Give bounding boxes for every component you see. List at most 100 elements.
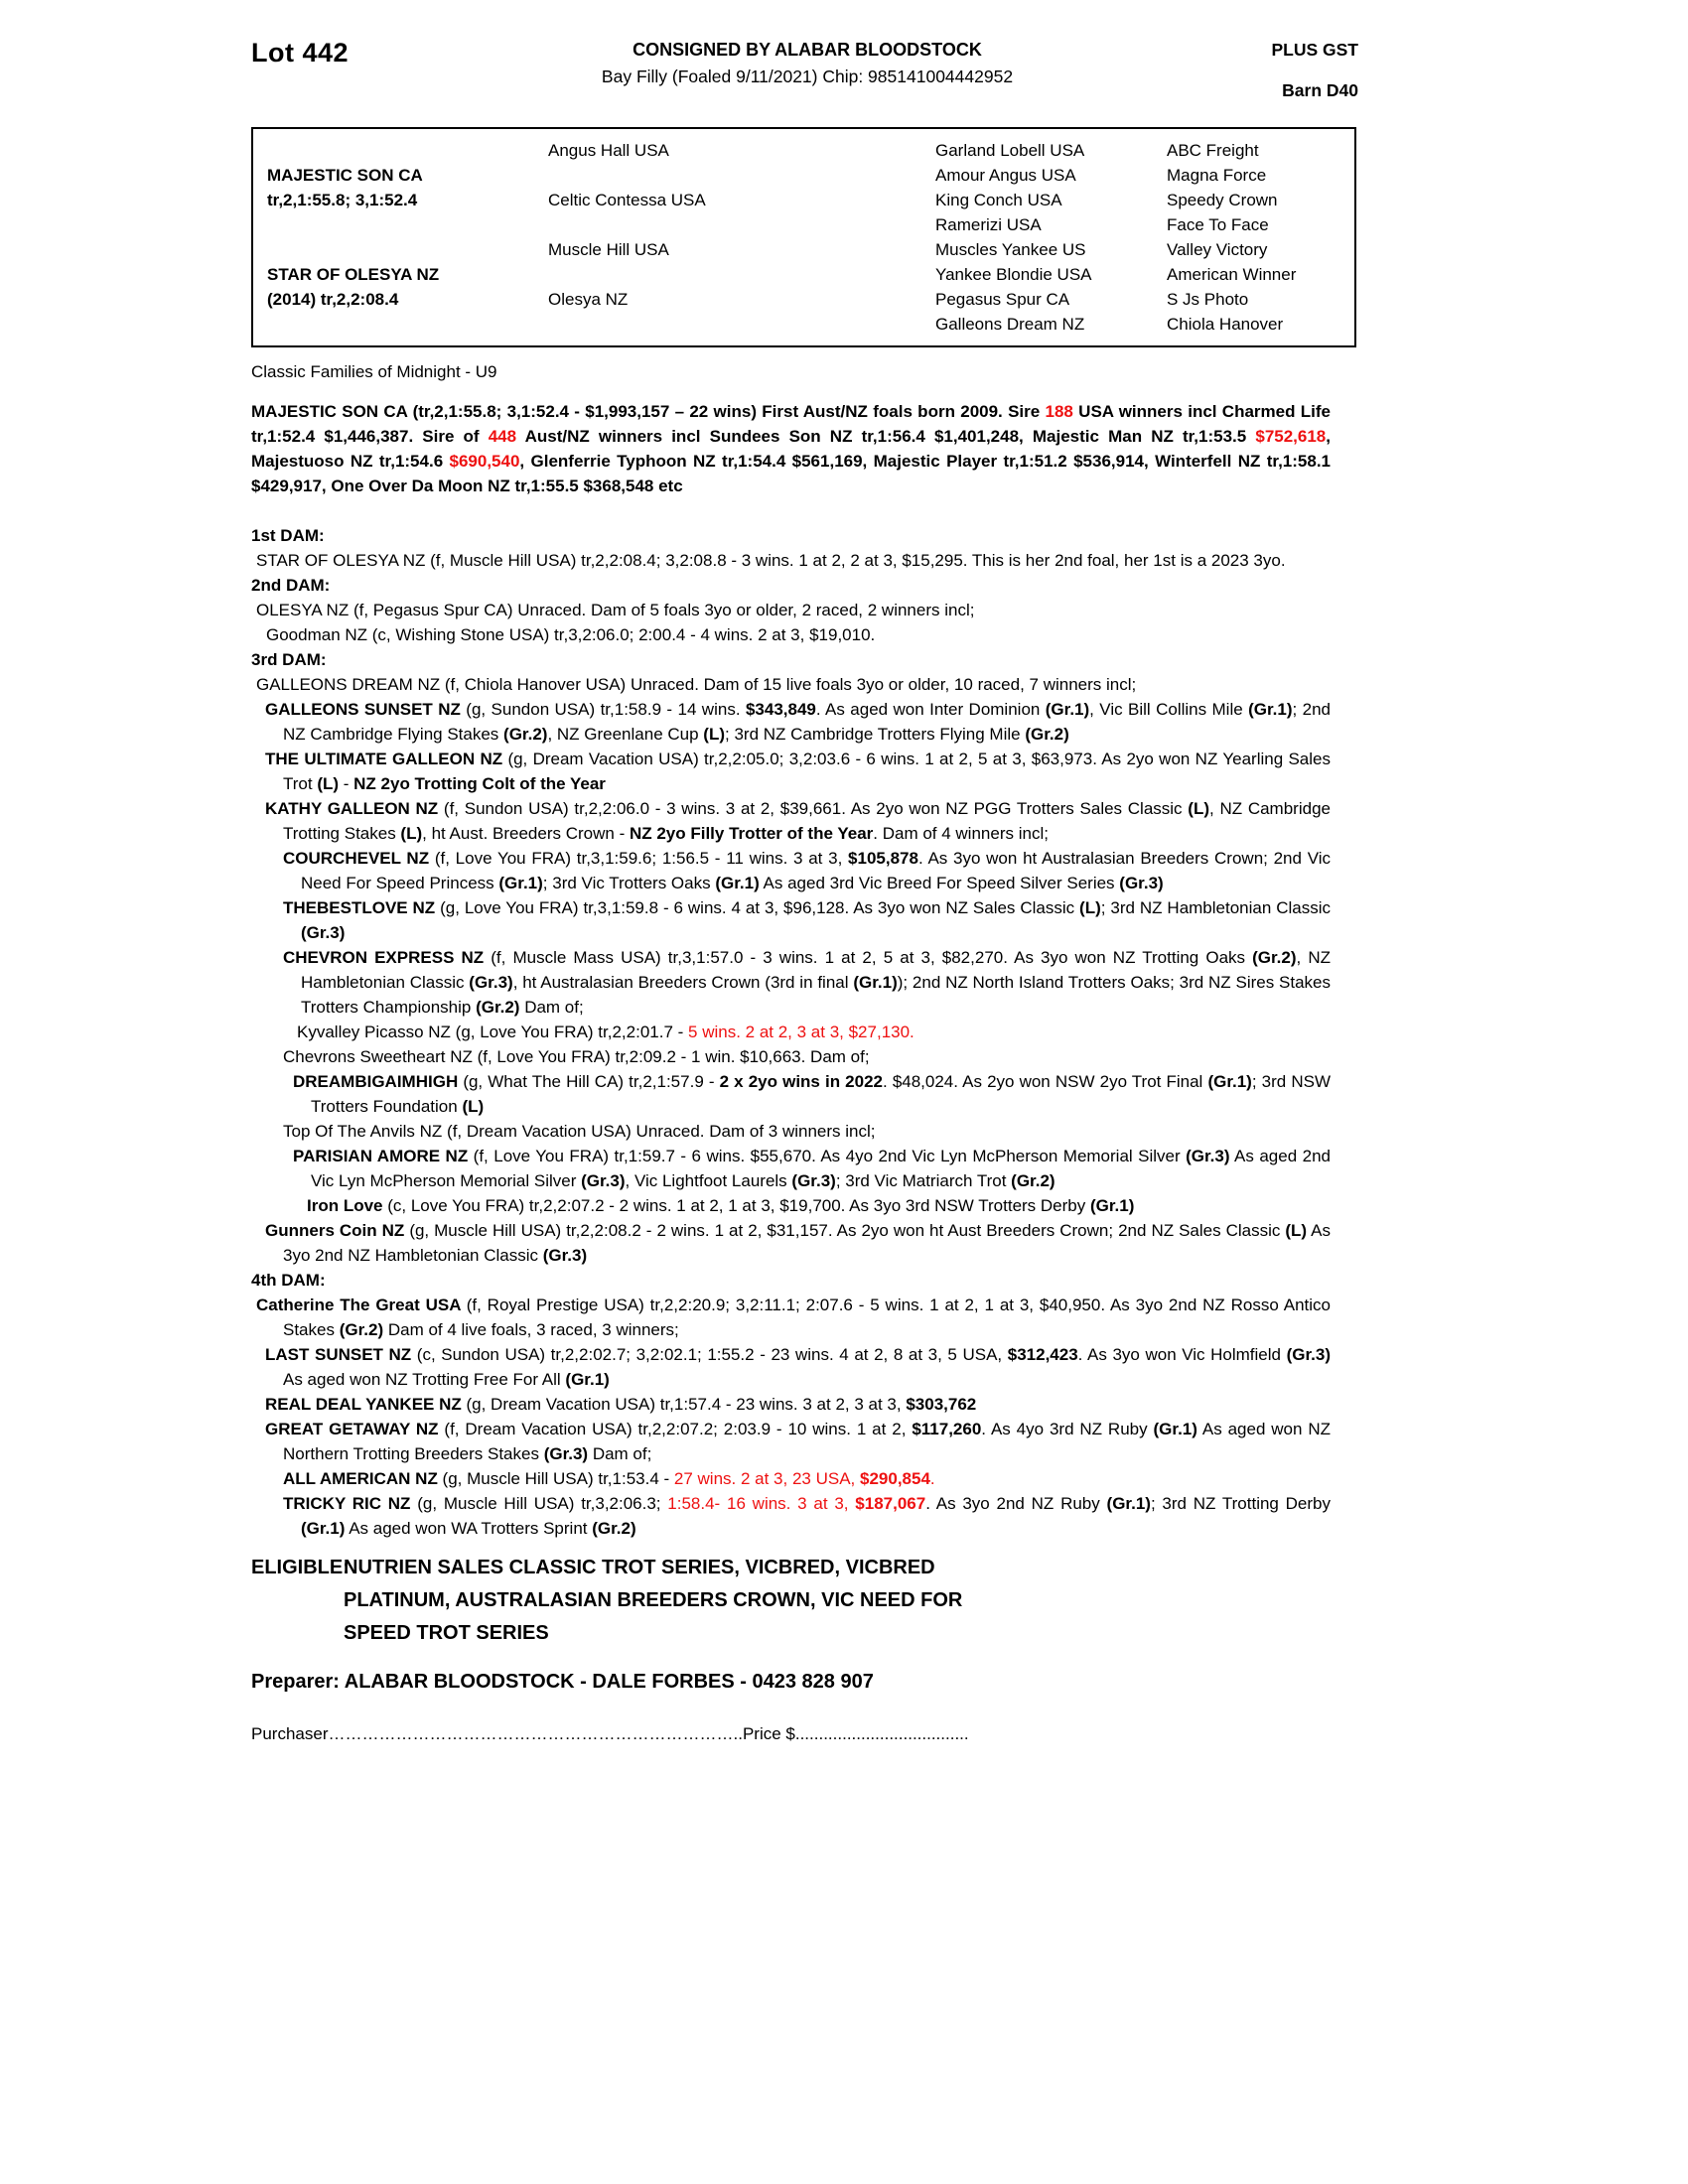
- page-header: Lot 442 CONSIGNED BY ALABAR BLOODSTOCK B…: [251, 38, 1358, 101]
- text-run: (g, Love You FRA) tr,3,1:59.8 - 6 wins. …: [440, 898, 1080, 917]
- bold-text: CHEVRON EXPRESS NZ: [283, 948, 492, 967]
- bold-text: (Gr.3): [791, 1171, 836, 1190]
- text-run: As aged won WA Trotters Sprint: [345, 1519, 593, 1538]
- bold-text: 2nd DAM:: [251, 576, 331, 595]
- text-run: (g, Sundon USA) tr,1:58.9 - 14 wins.: [466, 700, 746, 719]
- text-run: , Vic Lightfoot Laurels: [625, 1171, 792, 1190]
- bold-text: ALL AMERICAN NZ: [283, 1469, 443, 1488]
- bold-text: KATHY GALLEON NZ: [265, 799, 444, 818]
- bold-text: (L): [400, 824, 423, 843]
- purchaser-dotted-leader: ………………………………………………………………..: [328, 1724, 743, 1743]
- text-run: (g, Dream Vacation USA) tr,1:57.4 - 23 w…: [466, 1395, 907, 1414]
- text-run: , ht Aust. Breeders Crown -: [422, 824, 630, 843]
- sire-record: tr,2,1:55.8; 3,1:52.4: [267, 191, 418, 209]
- entry-gunners-coin: Gunners Coin NZ (g, Muscle Hill USA) tr,…: [251, 1218, 1331, 1268]
- bold-text: $312,423: [1007, 1345, 1078, 1364]
- bold-text: (Gr.2): [503, 725, 548, 744]
- text-run: Kyvalley Picasso NZ (g, Love You FRA) tr…: [297, 1023, 689, 1041]
- bold-text: (Gr.2): [592, 1519, 636, 1538]
- bold-text: TRICKY RIC NZ: [283, 1494, 418, 1513]
- purchaser-label: Purchaser: [251, 1724, 329, 1743]
- pedigree-cell: [548, 163, 935, 188]
- text-run: . As 3yo won ht Australasian Breeders Cr…: [301, 849, 1331, 892]
- pedigree-text-paragraphs: 1st DAM: STAR OF OLESYA NZ (f, Muscle Hil…: [251, 523, 1331, 1541]
- entry-all-american: ALL AMERICAN NZ (g, Muscle Hill USA) tr,…: [251, 1466, 1331, 1491]
- text-run: (g, Muscle Hill USA) tr,2,2:08.2 - 2 win…: [409, 1221, 1286, 1240]
- bold-text: (Gr.1): [715, 874, 760, 892]
- red-highlight-text: 27 wins. 2 at 3, 23 USA,: [673, 1469, 860, 1488]
- text-run: ; 3rd Vic Trotters Oaks: [542, 874, 716, 892]
- bold-text: (Gr.2): [1252, 948, 1297, 967]
- eligibility-block: ELIGIBLE: NUTRIEN SALES CLASSIC TROT SER…: [251, 1552, 1331, 1650]
- text-run: (f, Sundon USA) tr,2,2:06.0 - 3 wins. 3 …: [443, 799, 1189, 818]
- text-run: ; 3rd NSW Trotters Foundation: [311, 1072, 1331, 1116]
- bold-text: (Gr.2): [339, 1320, 384, 1339]
- eligible-line: PLATINUM, AUSTRALASIAN BREEDERS CROWN, V…: [344, 1589, 963, 1611]
- entry-top-of-the-anvils: Top Of The Anvils NZ (f, Dream Vacation …: [251, 1119, 1331, 1144]
- bold-text: (Gr.1): [301, 1519, 346, 1538]
- foal-description: Bay Filly (Foaled 9/11/2021) Chip: 98514…: [601, 67, 1014, 86]
- grandsire-name: Angus Hall USA: [548, 141, 669, 160]
- bold-text: DREAMBIGAIMHIGH: [293, 1072, 464, 1091]
- text-run: -: [339, 774, 354, 793]
- bold-text: (Gr.3): [542, 1246, 588, 1265]
- bold-text: NZ 2yo Filly Trotter of the Year: [629, 824, 874, 843]
- text-run: . As 3yo won Vic Holmfield: [1077, 1345, 1287, 1364]
- bold-text: (Gr.3): [1119, 874, 1164, 892]
- entry-kyvalley-picasso: Kyvalley Picasso NZ (g, Love You FRA) tr…: [251, 1020, 1331, 1044]
- bold-text: (L): [703, 725, 726, 744]
- header-right: PLUS GST Barn D40: [1185, 38, 1358, 101]
- text-run: ; 3rd NZ Trotting Derby: [1150, 1494, 1331, 1513]
- entry-dreambigaimhigh: DREAMBIGAIMHIGH (g, What The Hill CA) tr…: [251, 1069, 1331, 1119]
- bold-text: PARISIAN AMORE NZ: [293, 1147, 474, 1165]
- pedigree-cell: [267, 138, 548, 163]
- bold-text: $117,260: [912, 1420, 982, 1438]
- bold-text: MAJESTIC SON CA (tr,2,1:55.8; 3,1:52.4 -…: [251, 402, 1046, 421]
- text-run: As aged won NZ Trotting Free For All: [283, 1370, 566, 1389]
- entry-tricky-ric: TRICKY RIC NZ (g, Muscle Hill USA) tr,3,…: [251, 1491, 1331, 1541]
- text-run: As aged won NZ Northern Trotting Breeder…: [283, 1420, 1332, 1463]
- bold-text: (Gr.3): [1286, 1345, 1331, 1364]
- text-run: Dam of;: [588, 1444, 652, 1463]
- red-highlight-text: 448: [488, 427, 517, 446]
- bold-text: 4th DAM:: [251, 1271, 326, 1290]
- dam-record: (2014) tr,2,2:08.4: [267, 290, 399, 309]
- text-run: . Dam of 4 winners incl;: [873, 824, 1049, 843]
- header-center: CONSIGNED BY ALABAR BLOODSTOCK Bay Filly…: [430, 38, 1185, 87]
- price-label: Price $: [742, 1724, 795, 1743]
- bold-text: THEBESTLOVE NZ: [283, 898, 441, 917]
- eligible-line: SPEED TROT SERIES: [344, 1622, 549, 1644]
- dam2-heading: 2nd DAM:: [251, 573, 1331, 598]
- family-note: Classic Families of Midnight - U9: [251, 362, 497, 381]
- red-highlight-text: .: [929, 1469, 935, 1488]
- bold-text: (Gr.1): [1207, 1072, 1252, 1091]
- pedigree-cell: [267, 212, 548, 237]
- bold-text: (L): [317, 774, 340, 793]
- pedigree-cell: [548, 262, 935, 287]
- bold-text: 3rd DAM:: [251, 650, 327, 669]
- text-run: ; 2nd NZ Cambridge Flying Stakes: [283, 700, 1332, 744]
- text-run: (g, Muscle Hill USA) tr,3,2:06.3;: [417, 1494, 668, 1513]
- red-highlight-text: 5 wins. 2 at 2, 3 at 3, $27,130.: [688, 1023, 914, 1041]
- text-run: (g, What The Hill CA) tr,2,1:57.9 -: [463, 1072, 720, 1091]
- dam2-olesya: OLESYA NZ (f, Pegasus Spur CA) Unraced. …: [251, 598, 1331, 622]
- bold-text: Gunners Coin NZ: [265, 1221, 410, 1240]
- dam2-goodman: Goodman NZ (c, Wishing Stone USA) tr,3,2…: [251, 622, 1331, 647]
- bold-text: 2 x 2yo wins in 2022: [719, 1072, 883, 1091]
- text-run: , NZ Cambridge Trotting Stakes: [283, 799, 1331, 843]
- text-run: ; 3rd NZ Cambridge Trotters Flying Mile: [725, 725, 1026, 744]
- text-run: (g, Muscle Hill USA) tr,1:53.4 -: [442, 1469, 674, 1488]
- bold-text: LAST SUNSET NZ: [265, 1345, 417, 1364]
- pedigree-cell: [267, 312, 548, 337]
- eligible-series-list: NUTRIEN SALES CLASSIC TROT SERIES, VICBR…: [344, 1552, 962, 1650]
- dam3-heading: 3rd DAM:: [251, 647, 1331, 672]
- bold-text: REAL DEAL YANKEE NZ: [265, 1395, 467, 1414]
- entry-real-deal-yankee: REAL DEAL YANKEE NZ (g, Dream Vacation U…: [251, 1392, 1331, 1417]
- ancestor-name: Galleons Dream NZ: [935, 315, 1085, 334]
- preparer-line: Preparer: ALABAR BLOODSTOCK - DALE FORBE…: [251, 1671, 874, 1693]
- text-run: (g, Dream Vacation USA) tr,2,2:05.0; 3,2…: [283, 750, 1331, 793]
- red-highlight-text: 188: [1045, 402, 1073, 421]
- dam3-galleons-dream: GALLEONS DREAM NZ (f, Chiola Hanover USA…: [251, 672, 1331, 697]
- bold-text: (Gr.1): [498, 874, 543, 892]
- bold-text: (L): [1188, 799, 1209, 818]
